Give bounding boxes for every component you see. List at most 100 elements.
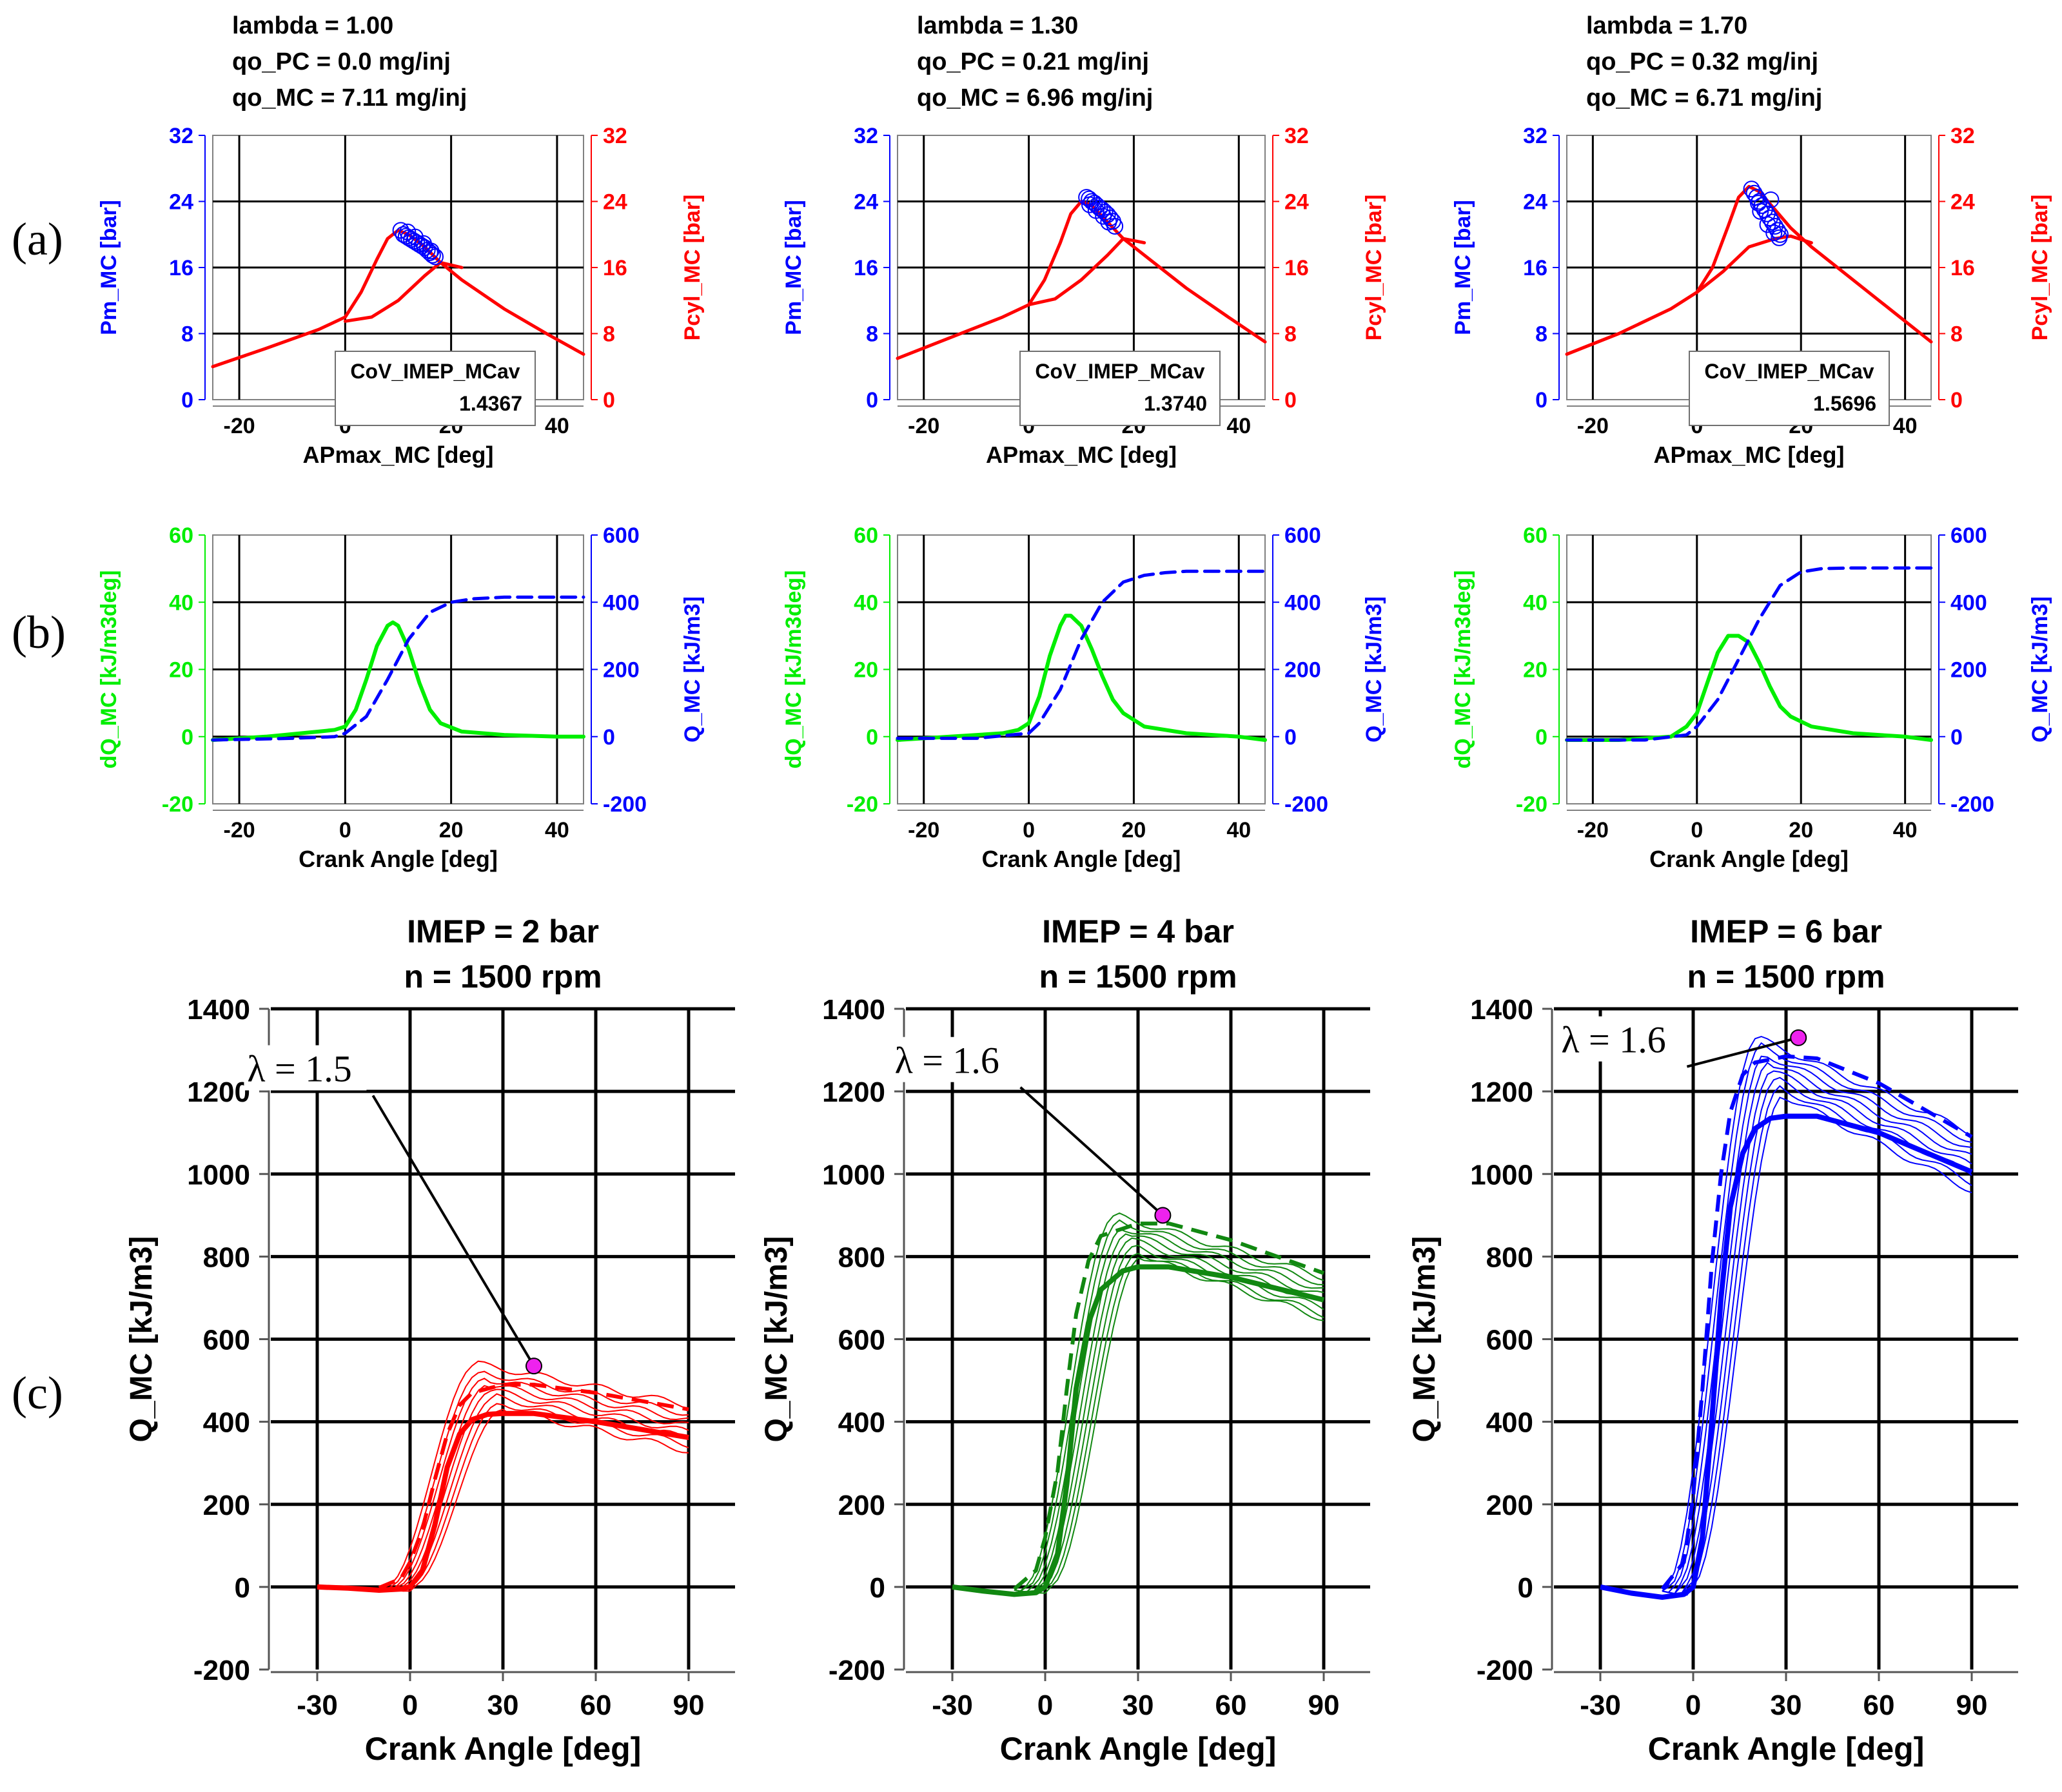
x-tick-label: 90 bbox=[1308, 1690, 1340, 1721]
right-axis-label: Q_MC [kJ/m3] bbox=[680, 596, 705, 743]
x-tick-label: -20 bbox=[1577, 818, 1609, 842]
annotation-box bbox=[335, 351, 536, 426]
right-tick-label: 600 bbox=[1284, 523, 1321, 548]
left-axis-label: Pm_MC [bar] bbox=[781, 200, 806, 335]
scatter-point bbox=[1765, 224, 1783, 242]
x-tick-label: 0 bbox=[1691, 818, 1703, 842]
y-tick-label: 1000 bbox=[1470, 1159, 1533, 1191]
cycle-line bbox=[1014, 1212, 1324, 1592]
left-tick-label: 0 bbox=[866, 725, 878, 750]
right-tick-label: 200 bbox=[1284, 658, 1321, 683]
x-tick-label: 40 bbox=[545, 414, 569, 438]
left-tick-label: 60 bbox=[854, 523, 878, 548]
x-tick-label: 30 bbox=[1771, 1690, 1802, 1721]
cycle-line bbox=[1662, 1085, 1972, 1595]
cycle-line bbox=[1014, 1244, 1324, 1594]
cycle-line bbox=[378, 1378, 689, 1592]
bold-reference-line bbox=[1600, 1113, 1973, 1600]
scatter-point bbox=[1745, 184, 1763, 202]
x-tick-label: 20 bbox=[1122, 818, 1146, 842]
series-line bbox=[896, 569, 1267, 740]
series-line bbox=[1565, 634, 1933, 742]
peak-marker bbox=[1790, 1029, 1807, 1046]
scatter-point bbox=[1759, 216, 1776, 233]
y-tick-label: 1000 bbox=[822, 1159, 885, 1191]
x-tick-label: 40 bbox=[1893, 818, 1918, 842]
lambda-label-bg bbox=[244, 1045, 367, 1091]
x-tick-label: 40 bbox=[1226, 414, 1251, 438]
chart-title-line: n = 1500 rpm bbox=[1039, 959, 1237, 995]
y-tick-label: 0 bbox=[235, 1572, 250, 1604]
annotation-value: 1.4367 bbox=[459, 392, 522, 415]
left-axis-label: dQ_MC [kJ/m3deg] bbox=[781, 570, 806, 769]
y-tick-label: 200 bbox=[203, 1490, 250, 1521]
y-tick-label: 1400 bbox=[822, 994, 885, 1026]
lambda-label-bg bbox=[891, 1037, 1014, 1082]
annotation-value: 1.5696 bbox=[1813, 392, 1876, 415]
right-tick-label: 600 bbox=[603, 523, 640, 548]
row-label-a: (a) bbox=[12, 213, 63, 265]
x-axis-label: APmax_MC [deg] bbox=[302, 442, 493, 468]
left-tick-label: 60 bbox=[1523, 523, 1547, 548]
right-axis-label: Pcyl_MC [bar] bbox=[2028, 195, 2052, 341]
left-tick-label: 0 bbox=[1535, 725, 1547, 750]
bold-reference-line bbox=[952, 1264, 1324, 1597]
chart-title-line: lambda = 1.30 bbox=[917, 12, 1078, 39]
scatter-point bbox=[1751, 193, 1768, 210]
chart-title-line: IMEP = 6 bar bbox=[1690, 913, 1882, 950]
row-label-b: (b) bbox=[12, 607, 66, 658]
series-line bbox=[211, 228, 585, 369]
scatter-point bbox=[1769, 222, 1786, 239]
chart-title-line: lambda = 1.00 bbox=[232, 12, 393, 39]
scatter-point bbox=[1771, 229, 1788, 246]
x-axis-label: APmax_MC [deg] bbox=[1653, 442, 1844, 468]
left-tick-label: 16 bbox=[1523, 256, 1547, 280]
chart-title-line: qo_PC = 0.21 mg/inj bbox=[917, 48, 1149, 75]
left-tick-label: -20 bbox=[847, 792, 878, 817]
left-tick-label: 32 bbox=[169, 124, 193, 148]
right-axis-label: Q_MC [kJ/m3] bbox=[2028, 596, 2052, 743]
left-tick-label: 40 bbox=[169, 590, 193, 615]
y-tick-label: -200 bbox=[829, 1655, 885, 1686]
series-line bbox=[1565, 184, 1933, 356]
left-tick-label: 20 bbox=[1523, 658, 1547, 683]
x-axis-label: APmax_MC [deg] bbox=[986, 442, 1177, 468]
y-tick-label: -200 bbox=[1477, 1655, 1533, 1686]
scatter-point bbox=[421, 244, 438, 261]
right-tick-label: 0 bbox=[1284, 725, 1297, 750]
x-tick-label: 0 bbox=[1023, 818, 1035, 842]
cycle-line bbox=[1662, 1096, 1972, 1596]
series-line bbox=[896, 614, 1267, 742]
right-axis-label: Pcyl_MC [bar] bbox=[680, 195, 705, 341]
scatter-point bbox=[1095, 208, 1112, 225]
annotation-label: CoV_IMEP_MCav bbox=[350, 360, 520, 383]
cycle-line bbox=[378, 1403, 689, 1592]
annotation-box bbox=[1689, 351, 1890, 426]
y-tick-label: 600 bbox=[1486, 1325, 1533, 1356]
left-tick-label: 40 bbox=[854, 590, 878, 615]
x-tick-label: 90 bbox=[1956, 1690, 1988, 1721]
x-axis-label: Crank Angle [deg] bbox=[365, 1731, 642, 1767]
right-tick-label: 8 bbox=[1950, 322, 1963, 347]
right-tick-label: 16 bbox=[1950, 256, 1975, 280]
right-tick-label: 24 bbox=[603, 190, 627, 215]
x-tick-label: 20 bbox=[1789, 818, 1813, 842]
right-tick-label: 400 bbox=[603, 590, 640, 615]
series-line bbox=[1027, 237, 1146, 307]
right-tick-label: 24 bbox=[1284, 190, 1309, 215]
x-tick-label: -20 bbox=[908, 414, 939, 438]
series-line bbox=[211, 595, 585, 742]
x-axis-label: Crank Angle [deg] bbox=[982, 846, 1181, 872]
x-tick-label: 60 bbox=[1215, 1690, 1247, 1721]
chart-title-line: IMEP = 4 bar bbox=[1042, 913, 1234, 950]
x-tick-label: 40 bbox=[1893, 414, 1918, 438]
scatter-point bbox=[406, 228, 424, 246]
y-tick-label: 200 bbox=[1486, 1490, 1533, 1521]
